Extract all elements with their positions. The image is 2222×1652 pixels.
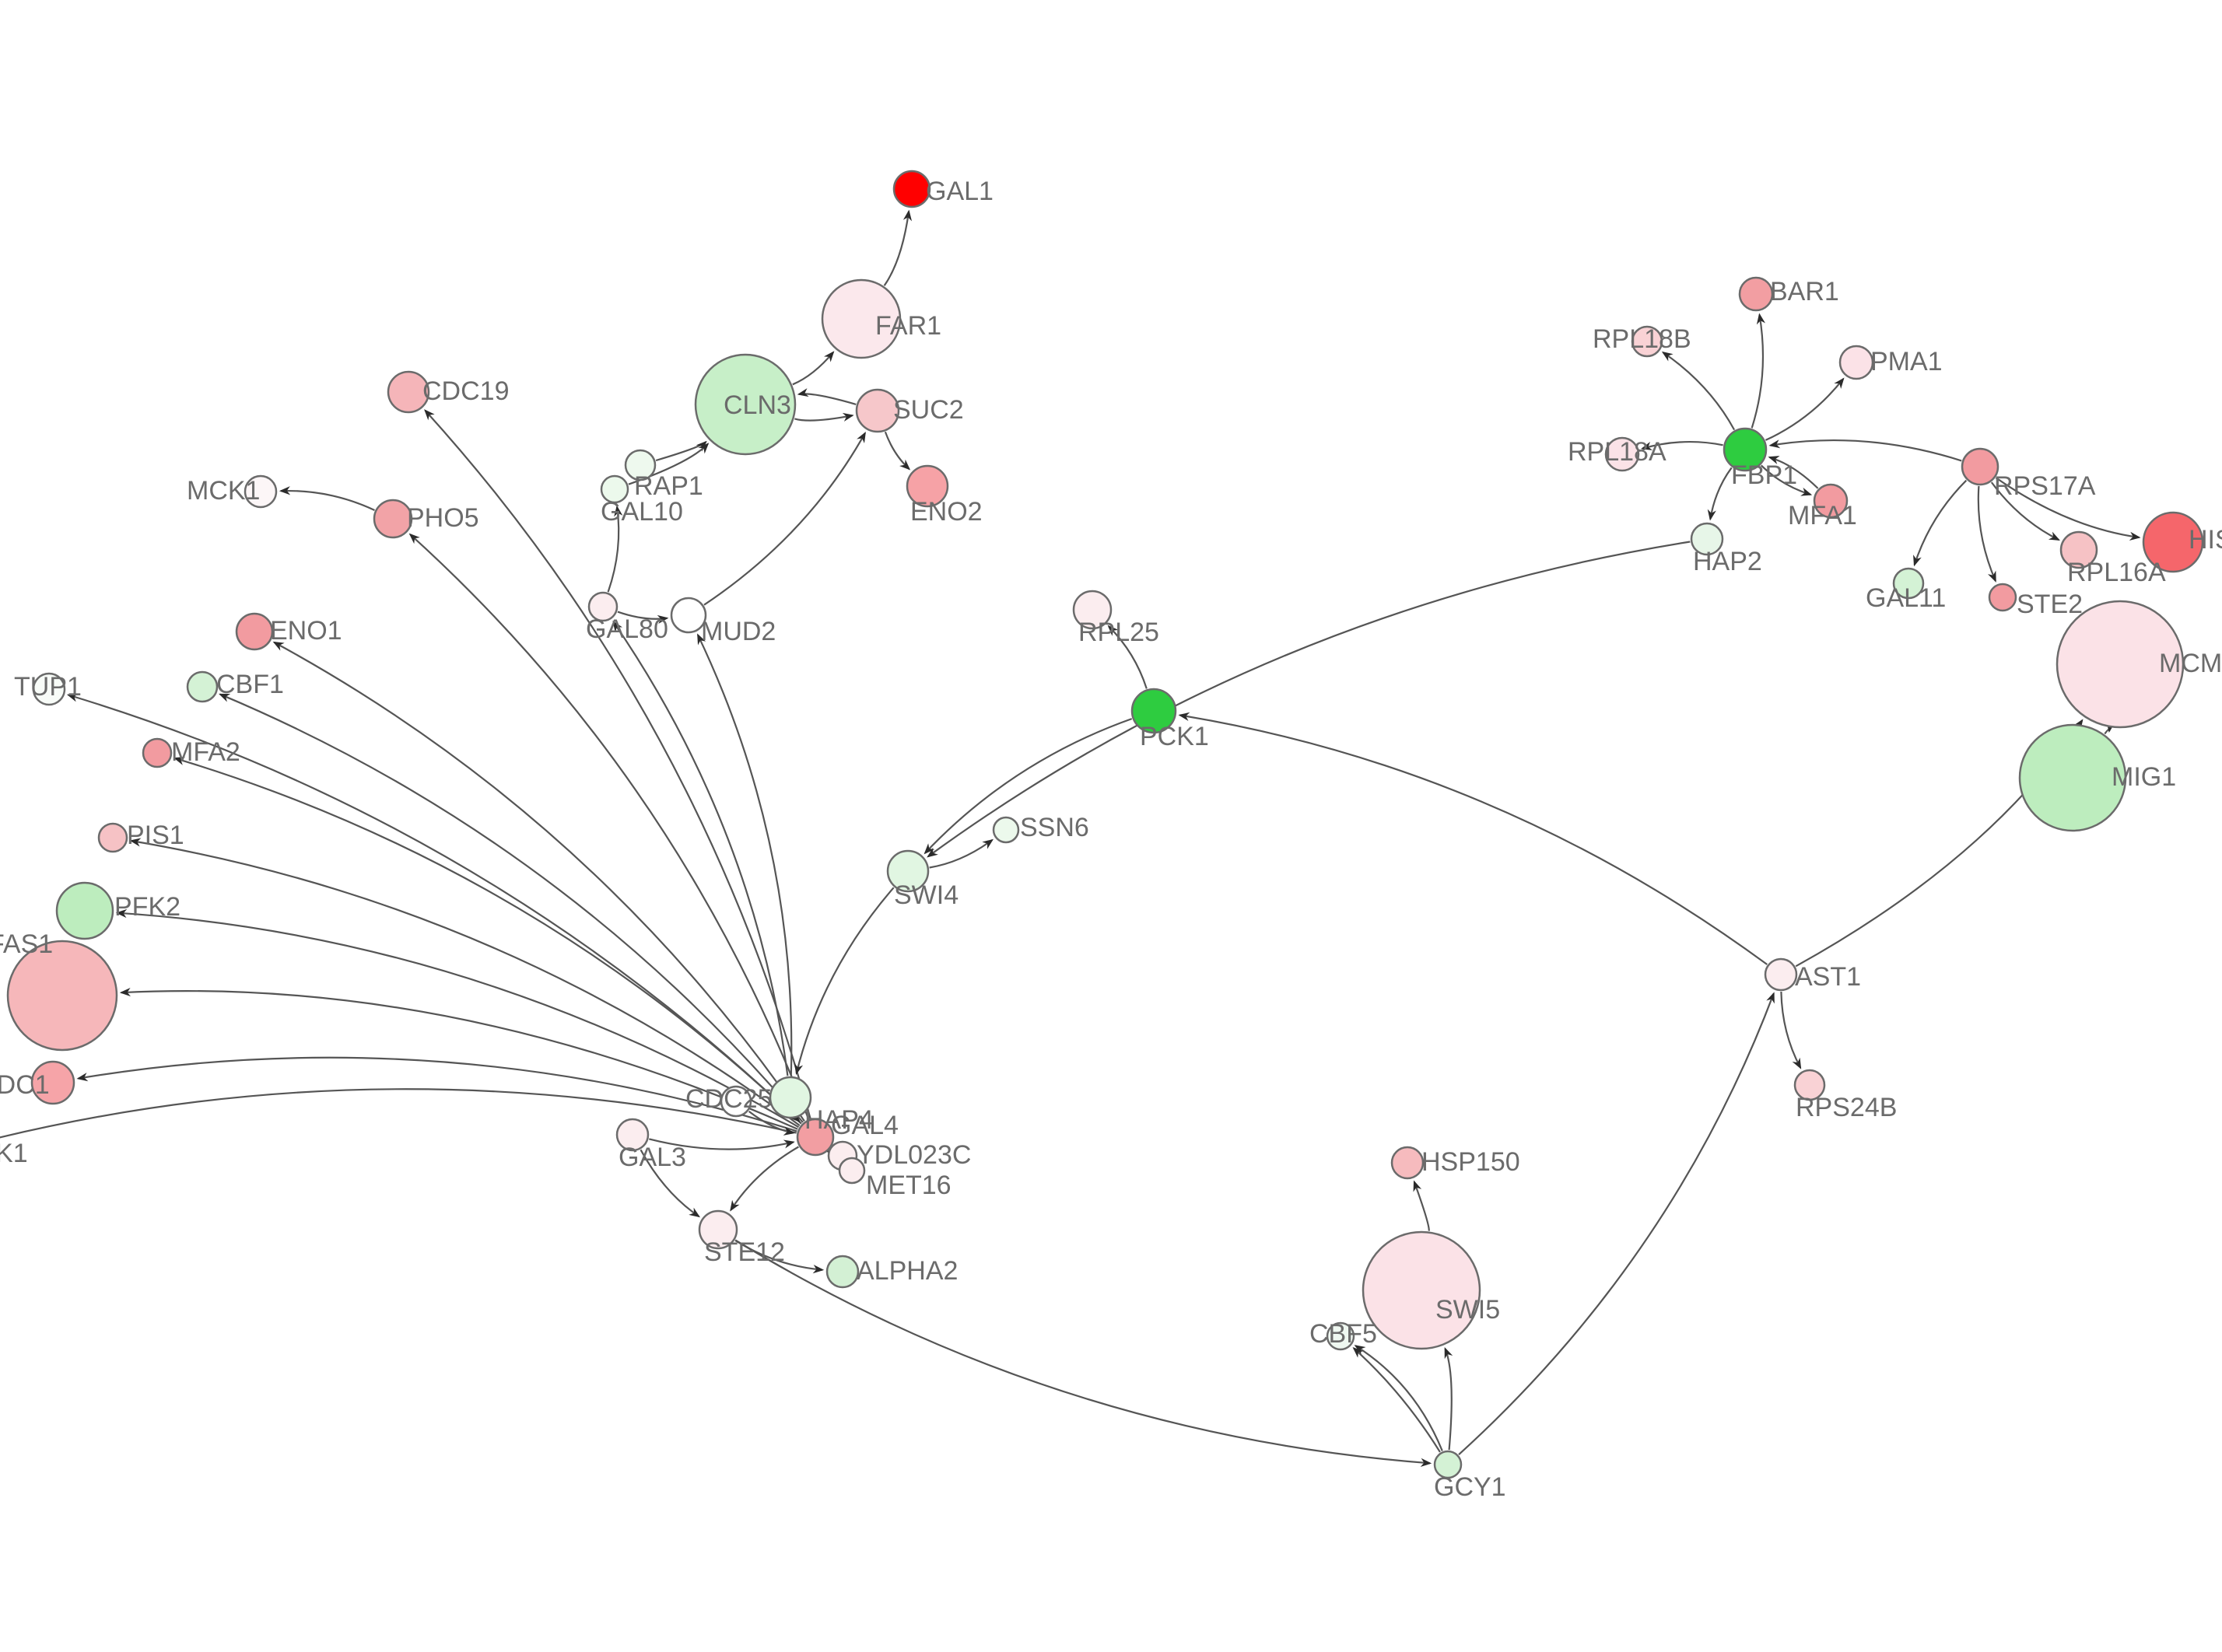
- svg-text:MFA2: MFA2: [171, 737, 240, 767]
- svg-text:FAS1: FAS1: [0, 929, 53, 959]
- svg-text:GAL1: GAL1: [926, 177, 994, 206]
- svg-text:PDC1: PDC1: [0, 1070, 50, 1100]
- svg-text:MET16: MET16: [866, 1171, 952, 1200]
- svg-text:GAL10: GAL10: [601, 497, 683, 527]
- svg-text:HAP2: HAP2: [1693, 547, 1762, 576]
- svg-text:SSN6: SSN6: [1020, 813, 1089, 842]
- svg-text:PHO5: PHO5: [407, 503, 479, 533]
- svg-text:RPL16A: RPL16A: [2067, 558, 2166, 587]
- svg-text:STE2: STE2: [2017, 590, 2083, 619]
- svg-text:RPL18B: RPL18B: [1593, 324, 1691, 354]
- svg-text:FAR1: FAR1: [875, 311, 941, 341]
- svg-text:CBF1: CBF1: [216, 670, 284, 699]
- svg-text:TUP1: TUP1: [14, 672, 82, 702]
- svg-text:GAL80: GAL80: [586, 614, 668, 644]
- svg-text:CDC25: CDC25: [685, 1084, 772, 1114]
- svg-text:RPS17A: RPS17A: [1994, 471, 2096, 501]
- svg-text:GAL11: GAL11: [1866, 583, 1946, 613]
- svg-text:PMA1: PMA1: [1870, 347, 1943, 376]
- svg-text:CLN3: CLN3: [724, 390, 791, 420]
- svg-text:PIS1: PIS1: [127, 821, 184, 850]
- svg-text:ENO1: ENO1: [270, 616, 342, 646]
- svg-text:BAR1: BAR1: [1770, 277, 1839, 306]
- svg-text:PCK1: PCK1: [1140, 722, 1209, 751]
- svg-text:PGK1: PGK1: [0, 1139, 28, 1168]
- svg-text:CBF5: CBF5: [1309, 1319, 1377, 1349]
- svg-text:RPL18A: RPL18A: [1568, 437, 1666, 467]
- svg-text:AST1: AST1: [1795, 962, 1861, 992]
- svg-text:GCY1: GCY1: [1434, 1472, 1506, 1502]
- svg-text:SUC2: SUC2: [893, 395, 964, 425]
- svg-text:MIG1: MIG1: [2112, 762, 2176, 792]
- svg-text:ENO2: ENO2: [910, 497, 983, 527]
- svg-text:STE12: STE12: [704, 1237, 785, 1267]
- svg-text:MCM1: MCM1: [2159, 649, 2222, 678]
- svg-text:GAL4: GAL4: [831, 1111, 899, 1140]
- svg-text:PFK2: PFK2: [114, 892, 180, 922]
- svg-text:MUD2: MUD2: [701, 617, 776, 646]
- svg-text:HSP150: HSP150: [1421, 1147, 1520, 1177]
- svg-text:ALPHA2: ALPHA2: [857, 1256, 958, 1286]
- svg-text:MFA1: MFA1: [1788, 501, 1857, 530]
- svg-text:SWI5: SWI5: [1435, 1295, 1500, 1325]
- svg-text:RPS24B: RPS24B: [1796, 1093, 1897, 1122]
- svg-text:FBP1: FBP1: [1731, 460, 1797, 490]
- svg-text:GAL3: GAL3: [619, 1143, 686, 1172]
- svg-text:HIS4: HIS4: [2189, 525, 2222, 555]
- svg-text:RPL25: RPL25: [1078, 618, 1159, 647]
- svg-text:MCK1: MCK1: [187, 476, 260, 506]
- svg-text:SWI4: SWI4: [894, 880, 959, 910]
- svg-text:CDC19: CDC19: [422, 376, 509, 406]
- svg-text:YDL023C: YDL023C: [857, 1140, 971, 1170]
